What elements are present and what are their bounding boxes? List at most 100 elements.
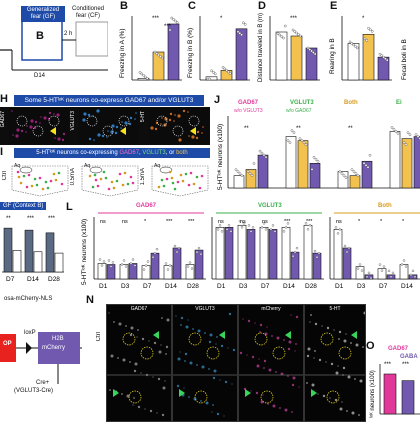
l-data-point: [365, 275, 369, 279]
i-neuron-dot: [157, 185, 161, 189]
i-title-part-0: 5-HTˡᵒᴷ neurons co-expressing: [36, 150, 120, 156]
data-point: [380, 54, 384, 57]
i-neuron-dot: [22, 174, 26, 178]
n-signal: [337, 365, 339, 367]
l-data-point: [173, 244, 177, 248]
i-cond-ctrl: Ctrl: [2, 171, 8, 181]
n-signal: [148, 340, 150, 342]
l-data-point: [345, 250, 349, 254]
n-signal: [258, 358, 260, 360]
i-region-outline: [81, 165, 139, 197]
n-signal: [309, 321, 311, 323]
h-cell: [196, 130, 200, 134]
n-signal: [318, 358, 322, 362]
data-point: [283, 24, 287, 28]
i-aq-label-3: Aq: [154, 163, 161, 169]
n-signal: [283, 339, 285, 341]
o-bar: [383, 373, 397, 415]
n-signal: [333, 329, 335, 331]
h-cell: [177, 114, 181, 118]
j-data-point: [304, 143, 308, 146]
data-point: [157, 53, 160, 57]
k-x-tick: D14: [27, 276, 39, 283]
data-point: [308, 48, 312, 51]
l-data-point: [229, 230, 233, 233]
i-neuron-dot: [25, 185, 29, 189]
chart-e: *: [341, 16, 392, 81]
j-bar: [285, 136, 297, 189]
l-group-both: Both: [378, 203, 392, 209]
n-signal: [201, 365, 205, 369]
n-signal: [175, 315, 177, 317]
l-data-point: [380, 269, 384, 272]
j-bar: [401, 138, 413, 189]
l-data-point: [369, 276, 373, 280]
m-cre: Cre+: [36, 380, 50, 386]
l-data-point: [122, 259, 126, 262]
i-title-both: both: [176, 150, 188, 156]
l-data-point: [249, 230, 253, 233]
l-x-tick: D1: [335, 283, 344, 290]
j-data-point: [362, 161, 366, 165]
h-cell: [124, 121, 128, 125]
l-sig: ns: [122, 219, 128, 225]
n-signal: [267, 403, 269, 405]
h-cell: [97, 133, 101, 137]
n-signal: [122, 358, 126, 362]
l-data-point: [109, 265, 113, 268]
l-data-point: [273, 230, 277, 233]
sig-stars: ***: [152, 16, 160, 22]
h-dashed-outline: [86, 115, 98, 127]
i-cond-high: 1.5mA: [140, 168, 146, 186]
h-dashed-outline: [156, 115, 168, 127]
l-data-point: [195, 250, 199, 254]
n-signal: [140, 372, 142, 374]
j-data-point: [262, 153, 266, 157]
j-data-point: [298, 137, 302, 140]
data-point: [153, 50, 157, 54]
j-data-point: [250, 174, 254, 177]
h-dashed-outline: [48, 115, 60, 127]
l-data-point: [338, 228, 342, 231]
l-data-point: [413, 275, 417, 279]
l-sig: ns: [336, 219, 342, 225]
j-bar: [349, 175, 361, 189]
n-signal: [136, 336, 138, 338]
h-cell: [30, 119, 34, 123]
h-panel-bg: [79, 108, 139, 144]
n-signal: [180, 316, 184, 320]
data-point: [208, 77, 212, 81]
l-bar: [237, 224, 247, 280]
n-signal: [263, 367, 265, 369]
j-cat-sub-gad67: w/o VGLUT3: [234, 108, 263, 114]
l-data-point: [129, 262, 133, 265]
n-signal: [298, 386, 300, 388]
n-signal: [232, 348, 236, 352]
l-bar: [259, 227, 269, 280]
data-point: [210, 69, 213, 73]
panel-label-j: J: [214, 94, 221, 106]
n-signal: [161, 413, 165, 417]
k-bar: [54, 252, 64, 273]
data-point: [295, 31, 298, 35]
h-cell: [160, 123, 162, 125]
j-ylabel: 5-HTˡᵒᴷ neurons (x100): [217, 124, 224, 190]
data-point: [355, 46, 359, 50]
n-dashed-outline: [320, 332, 334, 346]
n-dashed-outline: [188, 332, 202, 346]
l-data-point: [131, 258, 135, 261]
n-signal: [262, 394, 264, 396]
data-point: [306, 46, 310, 50]
h-cell: [195, 136, 199, 140]
l-data-point: [218, 224, 222, 227]
j-data-point: [252, 162, 256, 165]
o-sig: ***: [384, 362, 392, 368]
n-signal: [134, 362, 138, 366]
i-neuron-dot: [96, 184, 100, 188]
data-point: [370, 29, 374, 33]
j-sig: **: [244, 126, 249, 132]
i-title-vglut3: VGLUT3: [142, 150, 166, 156]
m-h2b: H2B: [52, 336, 64, 342]
data-point: [170, 16, 174, 20]
l-sig: ***: [284, 219, 291, 225]
